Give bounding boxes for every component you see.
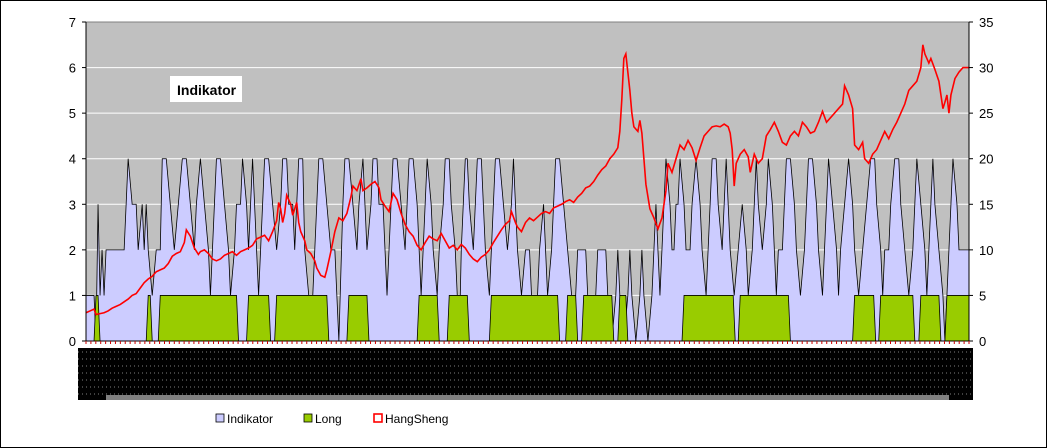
legend-label-indikator: Indikator: [227, 412, 273, 426]
y-left-tick-label: 6: [69, 61, 76, 76]
axes: 0 1 2 3 4 5 6 7 0 5 10 15 20 25 30 35: [69, 15, 993, 403]
annotation-box: [170, 76, 242, 102]
y-right-tick-label: 10: [979, 243, 993, 258]
y-right-tick-label: 5: [979, 288, 986, 303]
y-right-tick-label: 30: [979, 61, 993, 76]
y-right-tick-label: 35: [979, 15, 993, 30]
legend-label-hangsheng: HangSheng: [385, 412, 448, 426]
y-right-tick-label: 25: [979, 106, 993, 121]
y-right-tick-label: 15: [979, 197, 993, 212]
x-axis-ticks: [85, 341, 970, 344]
y-left-tick-label: 0: [69, 334, 76, 349]
line-series: [85, 44, 969, 316]
annotation-text: Indikator: [177, 82, 237, 98]
x-tick-label-fragments: [106, 395, 949, 403]
legend-swatch-hangsheng: [373, 413, 383, 423]
x-tick-labels-dense: [78, 348, 973, 400]
y-left-tick-label: 2: [69, 243, 76, 258]
legend-swatch-indikator: [215, 413, 225, 423]
y-right-tick-label: 0: [979, 334, 986, 349]
x-tick-label-band: [78, 348, 973, 403]
y-right-tick-label: 20: [979, 152, 993, 167]
y-left-tick-label: 3: [69, 197, 76, 212]
y-left-tick-label: 4: [69, 152, 76, 167]
annotation: Indikator: [170, 76, 242, 102]
y-left-tick-label: 5: [69, 106, 76, 121]
legend-label-long: Long: [315, 412, 342, 426]
legend: Indikator Long HangSheng: [215, 412, 448, 426]
y-left-tick-label: 1: [69, 288, 76, 303]
series-hangsheng-line: [85, 44, 969, 316]
legend-swatch-long: [303, 413, 313, 423]
y-left-tick-label: 7: [69, 15, 76, 30]
